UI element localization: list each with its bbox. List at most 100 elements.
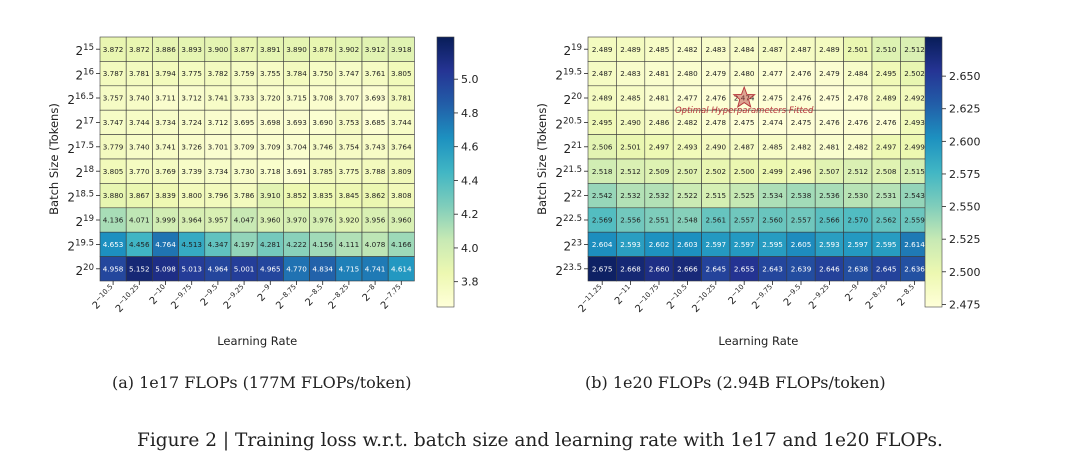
heatmap-cell [616, 231, 646, 257]
cell-value-label: 3.712 [208, 118, 229, 127]
heatmap-cell [644, 109, 674, 135]
cell-value-label: 3.902 [339, 45, 360, 54]
figure-caption: Figure 2 | Training loss w.r.t. batch si… [137, 430, 943, 451]
cell-value-label: 4.071 [129, 216, 150, 225]
y-tick-label: 221 [564, 141, 582, 156]
heatmap-cell [871, 207, 901, 233]
heatmap-a: 3.872 3.872 3.886 3.893 3.900 3.877 3.891 3.890… [47, 36, 479, 348]
cell-value-label: 3.805 [103, 167, 124, 176]
cell-value-label: 3.835 [312, 191, 333, 200]
cell-value-label: 2.500 [734, 167, 755, 176]
cell-value-label: 3.691 [286, 167, 307, 176]
cell-value-label: 2.476 [791, 69, 812, 78]
cell-value-label: 2.636 [904, 264, 925, 273]
heatmap-cell [814, 61, 844, 87]
heatmap-cell [758, 158, 788, 184]
heatmap-cell [256, 256, 284, 282]
cell-value-label: 3.787 [103, 69, 124, 78]
cell-value-label: 2.479 [706, 69, 727, 78]
cell-value-label: 3.784 [286, 69, 307, 78]
cell-value-label: 2.646 [819, 264, 840, 273]
heatmap-cell [125, 36, 153, 62]
heatmap-cell [309, 61, 337, 87]
cell-value-label: 3.862 [365, 191, 386, 200]
heatmap-cell [843, 109, 873, 135]
heatmap-cell [256, 231, 284, 257]
cell-value-label: 3.872 [129, 45, 150, 54]
heatmap-cell [616, 85, 646, 111]
heatmap-cell [587, 109, 617, 135]
cell-value-label: 5.013 [181, 264, 202, 273]
heatmap-cell [99, 134, 127, 160]
annotation-label: Optimal Hyperparameters Fitted [675, 106, 814, 116]
cell-value-label: 3.769 [155, 167, 176, 176]
x-tick-label: 2−9 [842, 283, 863, 304]
heatmap-cell [387, 207, 415, 233]
colorbar-tick-label: 4.2 [461, 208, 479, 221]
heatmap-cell [871, 134, 901, 160]
cell-value-label: 3.976 [312, 216, 333, 225]
heatmap-cell [786, 231, 816, 257]
y-tick-label: 220 [564, 92, 582, 107]
heatmap-cell [283, 256, 310, 282]
heatmap-cell [230, 36, 258, 62]
y-tick-label: 219.5 [555, 68, 582, 83]
heatmap-cell [871, 61, 901, 87]
cell-value-label: 4.156 [312, 240, 333, 249]
cell-value-label: 2.484 [734, 45, 755, 54]
heatmap-cell [204, 207, 232, 233]
cell-value-label: 2.557 [734, 216, 755, 225]
cell-value-label: 4.166 [391, 240, 412, 249]
heatmap-cell [644, 207, 674, 233]
cell-value-label: 3.878 [312, 45, 333, 54]
cell-value-label: 2.548 [677, 216, 698, 225]
heatmap-cell [729, 231, 759, 257]
heatmap-cell [871, 158, 901, 184]
cell-value-label: 2.645 [876, 264, 897, 273]
heatmap-cell [204, 183, 232, 209]
cell-value-label: 2.512 [848, 167, 869, 176]
heatmap-cell [843, 256, 873, 282]
y-tick-label: 222.5 [555, 214, 582, 229]
cell-value-label: 3.912 [365, 45, 386, 54]
y-tick-label: 222 [564, 190, 582, 205]
heatmap-cell [283, 158, 310, 184]
cell-value-label: 2.487 [791, 45, 812, 54]
cell-value-label: 2.481 [819, 142, 840, 151]
heatmap-cell [387, 85, 415, 111]
y-tick-label: 215 [76, 43, 94, 58]
x-tick-label: 2−9.25 [220, 283, 249, 312]
cell-value-label: 2.480 [734, 69, 755, 78]
heatmap-cell [178, 158, 206, 184]
heatmap-cell [587, 231, 617, 257]
heatmap-cell [758, 207, 788, 233]
cell-value-label: 3.794 [155, 69, 176, 78]
cell-value-label: 2.487 [592, 69, 613, 78]
cell-value-label: 3.698 [260, 118, 281, 127]
y-tick-label: 217 [76, 116, 94, 131]
heatmap-cell [178, 85, 206, 111]
heatmap-cell [361, 256, 389, 282]
cell-value-label: 3.956 [365, 216, 386, 225]
x-tick-label: 2−9.75 [749, 283, 778, 312]
heatmap-cell [361, 61, 389, 87]
heatmap-cell [309, 109, 337, 135]
cell-value-label: 2.489 [819, 45, 840, 54]
cell-value-label: 3.872 [103, 45, 124, 54]
cell-value-label: 3.800 [181, 191, 202, 200]
y-tick-label: 223 [564, 238, 582, 253]
cell-value-label: 3.900 [208, 45, 229, 54]
y-tick-label: 221.5 [555, 165, 582, 180]
x-tick-label: 2−9.75 [168, 283, 197, 312]
cell-value-label: 2.532 [620, 191, 641, 200]
cell-value-label: 2.485 [620, 94, 641, 103]
heatmap-cell [644, 231, 674, 257]
cell-value-label: 3.775 [181, 69, 202, 78]
cell-value-label: 3.785 [312, 167, 333, 176]
heatmap-cell [178, 109, 206, 135]
cell-value-label: 4.770 [286, 264, 307, 273]
heatmap-cell [701, 207, 731, 233]
heatmap-cell [616, 183, 646, 209]
heatmap-cell [672, 183, 702, 209]
heatmap-cell [99, 183, 127, 209]
